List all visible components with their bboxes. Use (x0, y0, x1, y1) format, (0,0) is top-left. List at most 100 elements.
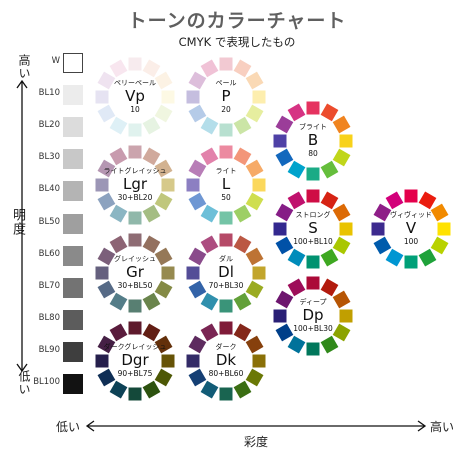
hue-swatch (186, 354, 200, 368)
gray-swatch (63, 342, 83, 362)
tone-wheel-dl: ダル Dl 70+BL30 (183, 230, 269, 316)
hue-swatch (97, 159, 116, 178)
hue-swatch (233, 59, 252, 78)
hue-swatch (320, 278, 339, 297)
hue-swatch (320, 335, 339, 354)
hue-swatch (188, 104, 207, 123)
tone-wheel-s: ストロング S 100+BL10 (270, 186, 356, 272)
hue-swatch (233, 380, 252, 399)
hue-swatch (186, 266, 200, 280)
hue-swatch (95, 354, 109, 368)
hue-swatch (273, 309, 287, 323)
hue-swatch (200, 292, 219, 311)
hue-swatch (128, 57, 142, 71)
brightness-arrow (16, 79, 28, 373)
hue-swatch (273, 134, 287, 148)
gray-row-bl20: BL20 (30, 117, 90, 137)
hue-swatch (320, 248, 339, 267)
gray-swatch (63, 117, 83, 137)
tone-name: ブライト (299, 123, 327, 131)
brightness-high-label: 高い (17, 54, 31, 80)
hue-swatch (252, 90, 266, 104)
hue-swatch (219, 123, 233, 137)
gray-row-bl70: BL70 (30, 278, 90, 298)
hue-swatch (142, 116, 161, 135)
hue-swatch (273, 222, 287, 236)
tone-name: グレイッシュ (114, 255, 156, 263)
hue-swatch (154, 104, 173, 123)
hue-swatch (154, 280, 173, 299)
hue-swatch (430, 236, 449, 255)
hue-swatch (233, 204, 252, 223)
hue-swatch (142, 292, 161, 311)
hue-swatch (109, 235, 128, 254)
hue-swatch (109, 204, 128, 223)
hue-swatch (339, 309, 353, 323)
hue-swatch (252, 354, 266, 368)
brightness-low-label: 低い (17, 370, 31, 396)
hue-swatch (306, 276, 320, 290)
hue-swatch (252, 178, 266, 192)
hue-swatch (306, 342, 320, 356)
hue-swatch (219, 299, 233, 313)
gray-swatch (63, 374, 83, 394)
hue-swatch (418, 191, 437, 210)
hue-swatch (154, 71, 173, 90)
tone-name: ダーク (215, 343, 237, 351)
tone-code: Lgr (122, 175, 148, 193)
gray-row-bl60: BL60 (30, 246, 90, 266)
gray-swatch (63, 53, 83, 73)
hue-swatch (320, 103, 339, 122)
hue-swatch (154, 247, 173, 266)
tone-wheel-l: ライト L 50 (183, 142, 269, 228)
hue-swatch (200, 204, 219, 223)
saturation-low-label: 低い (56, 420, 81, 434)
hue-swatch (109, 59, 128, 78)
saturation-high-label: 高い (430, 420, 455, 434)
hue-swatch (188, 71, 207, 90)
hue-swatch (142, 323, 161, 342)
hue-swatch (128, 299, 142, 313)
tone-wheel-dp: ディープ Dp 100+BL30 (270, 273, 356, 359)
tone-code: Vp (125, 87, 145, 105)
tone-wheel-lgr: ライトグレイッシュ Lgr 30+BL20 (92, 142, 178, 228)
tone-code: Gr (126, 263, 144, 281)
gray-swatch (63, 181, 83, 201)
hue-swatch (188, 247, 207, 266)
tone-label: ダークグレイッシュ Dgr 90+BL75 (104, 332, 167, 390)
brightness-axis-label: 明度 (10, 208, 25, 236)
hue-swatch (404, 255, 418, 269)
gray-swatch (63, 149, 83, 169)
gray-row-bl40: BL40 (30, 181, 90, 201)
tone-mix: 20 (221, 105, 231, 114)
hue-swatch (95, 90, 109, 104)
hue-swatch (97, 104, 116, 123)
tone-label: ストロング S 100+BL10 (284, 200, 342, 258)
hue-swatch (161, 266, 175, 280)
tone-wheel-b: ブライト B 80 (270, 98, 356, 184)
hue-swatch (385, 248, 404, 267)
tone-name: ペリーペール (114, 79, 156, 87)
hue-swatch (128, 233, 142, 247)
hue-swatch (373, 203, 392, 222)
hue-ring (186, 233, 266, 313)
hue-swatch (97, 335, 116, 354)
hue-swatch (320, 191, 339, 210)
hue-swatch (219, 57, 233, 71)
hue-swatch (188, 192, 207, 211)
tone-name: ストロング (295, 211, 331, 219)
hue-swatch (186, 178, 200, 192)
tone-code: Dl (218, 263, 234, 281)
gray-row-bl30: BL30 (30, 149, 90, 169)
hue-ring (95, 321, 175, 401)
tone-wheel-dgr: ダークグレイッシュ Dgr 90+BL75 (92, 318, 178, 404)
hue-swatch (200, 116, 219, 135)
tone-mix: 100+BL10 (293, 237, 333, 246)
tone-code: L (221, 175, 231, 193)
hue-swatch (154, 335, 173, 354)
tone-mix: 30+BL50 (117, 281, 153, 290)
gray-label: W (51, 56, 60, 66)
gray-swatch (63, 214, 83, 234)
tone-mix: 100+BL30 (293, 324, 333, 333)
hue-swatch (154, 192, 173, 211)
